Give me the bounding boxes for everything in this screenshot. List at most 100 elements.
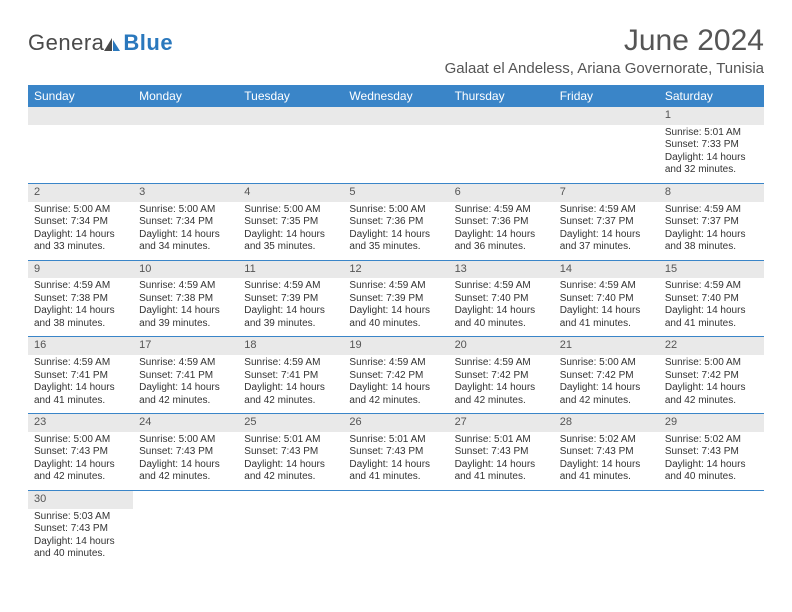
day-details: Sunrise: 5:00 AMSunset: 7:34 PMDaylight:…: [133, 202, 238, 261]
sunrise-text: Sunrise: 5:00 AM: [665, 357, 758, 370]
day-number: 29: [659, 414, 764, 432]
day-number: 13: [449, 260, 554, 278]
sunrise-text: Sunrise: 4:59 AM: [139, 357, 232, 370]
weekday-header: Tuesday: [238, 85, 343, 107]
day-number: [238, 490, 343, 508]
daylight-text: Daylight: 14 hours and 40 minutes.: [34, 536, 127, 561]
day-number: [133, 490, 238, 508]
day-details: Sunrise: 5:00 AMSunset: 7:34 PMDaylight:…: [28, 202, 133, 261]
daylight-text: Daylight: 14 hours and 41 minutes.: [349, 459, 442, 484]
day-number: 9: [28, 260, 133, 278]
daylight-text: Daylight: 14 hours and 32 minutes.: [665, 152, 758, 177]
sunset-text: Sunset: 7:36 PM: [455, 216, 548, 229]
day-number: [659, 490, 764, 508]
detail-row: Sunrise: 5:01 AMSunset: 7:33 PMDaylight:…: [28, 125, 764, 184]
brand-text-blue: Blue: [123, 30, 173, 56]
sunset-text: Sunset: 7:43 PM: [560, 446, 653, 459]
day-details: Sunrise: 4:59 AMSunset: 7:40 PMDaylight:…: [659, 278, 764, 337]
daylight-text: Daylight: 14 hours and 42 minutes.: [560, 382, 653, 407]
day-details: Sunrise: 4:59 AMSunset: 7:42 PMDaylight:…: [343, 355, 448, 414]
daylight-text: Daylight: 14 hours and 42 minutes.: [139, 459, 232, 484]
sunrise-text: Sunrise: 5:01 AM: [349, 434, 442, 447]
day-details: Sunrise: 5:03 AMSunset: 7:43 PMDaylight:…: [28, 509, 133, 567]
day-details: Sunrise: 5:01 AMSunset: 7:43 PMDaylight:…: [343, 432, 448, 491]
day-number: 19: [343, 337, 448, 355]
daylight-text: Daylight: 14 hours and 42 minutes.: [455, 382, 548, 407]
day-number: 6: [449, 183, 554, 201]
daylight-text: Daylight: 14 hours and 41 minutes.: [560, 459, 653, 484]
day-number: [133, 107, 238, 125]
header: GeneraBlue June 2024: [28, 24, 764, 58]
day-details: Sunrise: 4:59 AMSunset: 7:40 PMDaylight:…: [554, 278, 659, 337]
daylight-text: Daylight: 14 hours and 37 minutes.: [560, 229, 653, 254]
day-details: Sunrise: 4:59 AMSunset: 7:37 PMDaylight:…: [554, 202, 659, 261]
day-details: Sunrise: 5:00 AMSunset: 7:43 PMDaylight:…: [133, 432, 238, 491]
weekday-header: Thursday: [449, 85, 554, 107]
sunset-text: Sunset: 7:42 PM: [455, 370, 548, 383]
detail-row: Sunrise: 4:59 AMSunset: 7:41 PMDaylight:…: [28, 355, 764, 414]
detail-row: Sunrise: 4:59 AMSunset: 7:38 PMDaylight:…: [28, 278, 764, 337]
sunrise-text: Sunrise: 5:00 AM: [349, 204, 442, 217]
day-details: Sunrise: 4:59 AMSunset: 7:38 PMDaylight:…: [28, 278, 133, 337]
daylight-text: Daylight: 14 hours and 42 minutes.: [34, 459, 127, 484]
sunrise-text: Sunrise: 4:59 AM: [139, 280, 232, 293]
daynum-row: 1: [28, 107, 764, 125]
sunset-text: Sunset: 7:43 PM: [34, 446, 127, 459]
sunrise-text: Sunrise: 5:02 AM: [560, 434, 653, 447]
brand-text-general: Genera: [28, 30, 104, 56]
sunrise-text: Sunrise: 4:59 AM: [349, 280, 442, 293]
sunset-text: Sunset: 7:42 PM: [665, 370, 758, 383]
day-number: 1: [659, 107, 764, 125]
sunrise-text: Sunrise: 4:59 AM: [665, 204, 758, 217]
daylight-text: Daylight: 14 hours and 42 minutes.: [349, 382, 442, 407]
day-details: Sunrise: 4:59 AMSunset: 7:41 PMDaylight:…: [238, 355, 343, 414]
sunset-text: Sunset: 7:41 PM: [139, 370, 232, 383]
day-number: 3: [133, 183, 238, 201]
sunset-text: Sunset: 7:42 PM: [560, 370, 653, 383]
day-number: [449, 490, 554, 508]
daylight-text: Daylight: 14 hours and 35 minutes.: [244, 229, 337, 254]
daylight-text: Daylight: 14 hours and 42 minutes.: [244, 459, 337, 484]
sunset-text: Sunset: 7:43 PM: [455, 446, 548, 459]
sunset-text: Sunset: 7:40 PM: [455, 293, 548, 306]
sunrise-text: Sunrise: 5:03 AM: [34, 511, 127, 524]
daylight-text: Daylight: 14 hours and 39 minutes.: [244, 305, 337, 330]
sunset-text: Sunset: 7:43 PM: [665, 446, 758, 459]
sunrise-text: Sunrise: 5:00 AM: [139, 204, 232, 217]
sunset-text: Sunset: 7:36 PM: [349, 216, 442, 229]
daylight-text: Daylight: 14 hours and 38 minutes.: [34, 305, 127, 330]
daylight-text: Daylight: 14 hours and 42 minutes.: [139, 382, 232, 407]
sunset-text: Sunset: 7:34 PM: [34, 216, 127, 229]
sunset-text: Sunset: 7:38 PM: [34, 293, 127, 306]
sunset-text: Sunset: 7:37 PM: [560, 216, 653, 229]
weekday-header-row: Sunday Monday Tuesday Wednesday Thursday…: [28, 85, 764, 107]
sunrise-text: Sunrise: 4:59 AM: [34, 280, 127, 293]
daynum-row: 16171819202122: [28, 337, 764, 355]
day-details: Sunrise: 4:59 AMSunset: 7:42 PMDaylight:…: [449, 355, 554, 414]
daylight-text: Daylight: 14 hours and 38 minutes.: [665, 229, 758, 254]
weekday-header: Sunday: [28, 85, 133, 107]
day-number: 20: [449, 337, 554, 355]
sunset-text: Sunset: 7:39 PM: [244, 293, 337, 306]
day-details: [554, 125, 659, 184]
daynum-row: 2345678: [28, 183, 764, 201]
sunset-text: Sunset: 7:37 PM: [665, 216, 758, 229]
day-details: Sunrise: 5:00 AMSunset: 7:42 PMDaylight:…: [554, 355, 659, 414]
day-number: 24: [133, 414, 238, 432]
sunrise-text: Sunrise: 4:59 AM: [455, 357, 548, 370]
day-number: [449, 107, 554, 125]
sunset-text: Sunset: 7:35 PM: [244, 216, 337, 229]
calendar-body: 1Sunrise: 5:01 AMSunset: 7:33 PMDaylight…: [28, 107, 764, 567]
weekday-header: Saturday: [659, 85, 764, 107]
day-number: 25: [238, 414, 343, 432]
day-number: 16: [28, 337, 133, 355]
sunset-text: Sunset: 7:40 PM: [665, 293, 758, 306]
sunrise-text: Sunrise: 4:59 AM: [244, 280, 337, 293]
sunset-text: Sunset: 7:34 PM: [139, 216, 232, 229]
sunset-text: Sunset: 7:39 PM: [349, 293, 442, 306]
day-details: Sunrise: 4:59 AMSunset: 7:40 PMDaylight:…: [449, 278, 554, 337]
day-number: 2: [28, 183, 133, 201]
day-number: 21: [554, 337, 659, 355]
daylight-text: Daylight: 14 hours and 35 minutes.: [349, 229, 442, 254]
daylight-text: Daylight: 14 hours and 42 minutes.: [665, 382, 758, 407]
